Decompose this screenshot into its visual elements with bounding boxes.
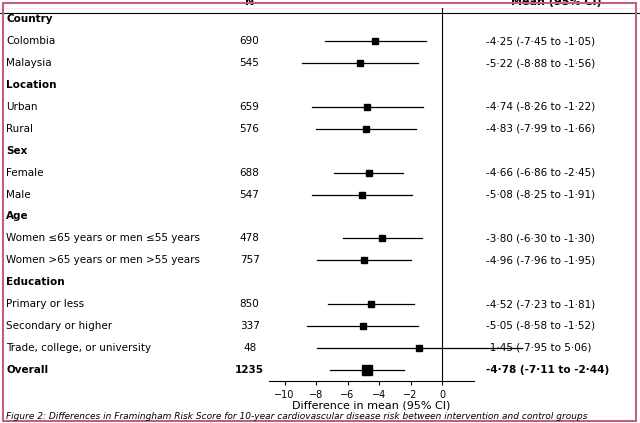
Text: Male: Male xyxy=(6,190,31,200)
Text: -5·08 (-8·25 to -1·91): -5·08 (-8·25 to -1·91) xyxy=(486,190,596,200)
Text: -5·22 (-8·88 to -1·56): -5·22 (-8·88 to -1·56) xyxy=(486,58,596,68)
Text: N: N xyxy=(245,0,254,7)
Text: Rural: Rural xyxy=(6,124,33,134)
Text: -5·05 (-8·58 to -1·52): -5·05 (-8·58 to -1·52) xyxy=(486,321,596,331)
Text: Colombia: Colombia xyxy=(6,36,56,46)
Text: Urban: Urban xyxy=(6,102,38,112)
Text: Overall: Overall xyxy=(6,365,49,375)
Text: -4·66 (-6·86 to -2·45): -4·66 (-6·86 to -2·45) xyxy=(486,168,596,178)
Text: -3·80 (-6·30 to -1·30): -3·80 (-6·30 to -1·30) xyxy=(486,233,595,243)
Text: Female: Female xyxy=(6,168,44,178)
Text: Secondary or higher: Secondary or higher xyxy=(6,321,113,331)
Text: -4·78 (-7·11 to -2·44): -4·78 (-7·11 to -2·44) xyxy=(486,365,610,375)
Text: 547: 547 xyxy=(239,190,260,200)
Text: 659: 659 xyxy=(239,102,260,112)
Text: Figure 2: Differences in Framingham Risk Score for 10-year cardiovascular diseas: Figure 2: Differences in Framingham Risk… xyxy=(6,412,588,421)
Text: 757: 757 xyxy=(239,255,260,265)
Text: Women ≤65 years or men ≤55 years: Women ≤65 years or men ≤55 years xyxy=(6,233,200,243)
Text: -4·96 (-7·96 to -1·95): -4·96 (-7·96 to -1·95) xyxy=(486,255,596,265)
Text: 337: 337 xyxy=(239,321,260,331)
Text: -4·74 (-8·26 to -1·22): -4·74 (-8·26 to -1·22) xyxy=(486,102,596,112)
Text: Age: Age xyxy=(6,212,29,222)
Text: -1·45 (-7·95 to 5·06): -1·45 (-7·95 to 5·06) xyxy=(486,343,592,353)
Text: 850: 850 xyxy=(240,299,259,309)
Text: 1235: 1235 xyxy=(235,365,264,375)
Text: 545: 545 xyxy=(239,58,260,68)
Text: 688: 688 xyxy=(239,168,260,178)
Text: 478: 478 xyxy=(239,233,260,243)
Text: -4·52 (-7·23 to -1·81): -4·52 (-7·23 to -1·81) xyxy=(486,299,596,309)
Text: Women >65 years or men >55 years: Women >65 years or men >55 years xyxy=(6,255,200,265)
Text: Country: Country xyxy=(6,14,53,25)
Text: Difference in mean (95% CI): Difference in mean (95% CI) xyxy=(292,400,451,410)
Text: -4·25 (-7·45 to -1·05): -4·25 (-7·45 to -1·05) xyxy=(486,36,596,46)
Text: 48: 48 xyxy=(243,343,256,353)
Text: 576: 576 xyxy=(239,124,260,134)
Text: Malaysia: Malaysia xyxy=(6,58,52,68)
Text: Location: Location xyxy=(6,80,57,90)
Text: Mean (95% CI): Mean (95% CI) xyxy=(511,0,602,7)
Text: Primary or less: Primary or less xyxy=(6,299,84,309)
Text: Sex: Sex xyxy=(6,146,28,156)
Text: Education: Education xyxy=(6,277,65,287)
Text: -4·83 (-7·99 to -1·66): -4·83 (-7·99 to -1·66) xyxy=(486,124,596,134)
Text: Trade, college, or university: Trade, college, or university xyxy=(6,343,152,353)
Text: 690: 690 xyxy=(240,36,259,46)
